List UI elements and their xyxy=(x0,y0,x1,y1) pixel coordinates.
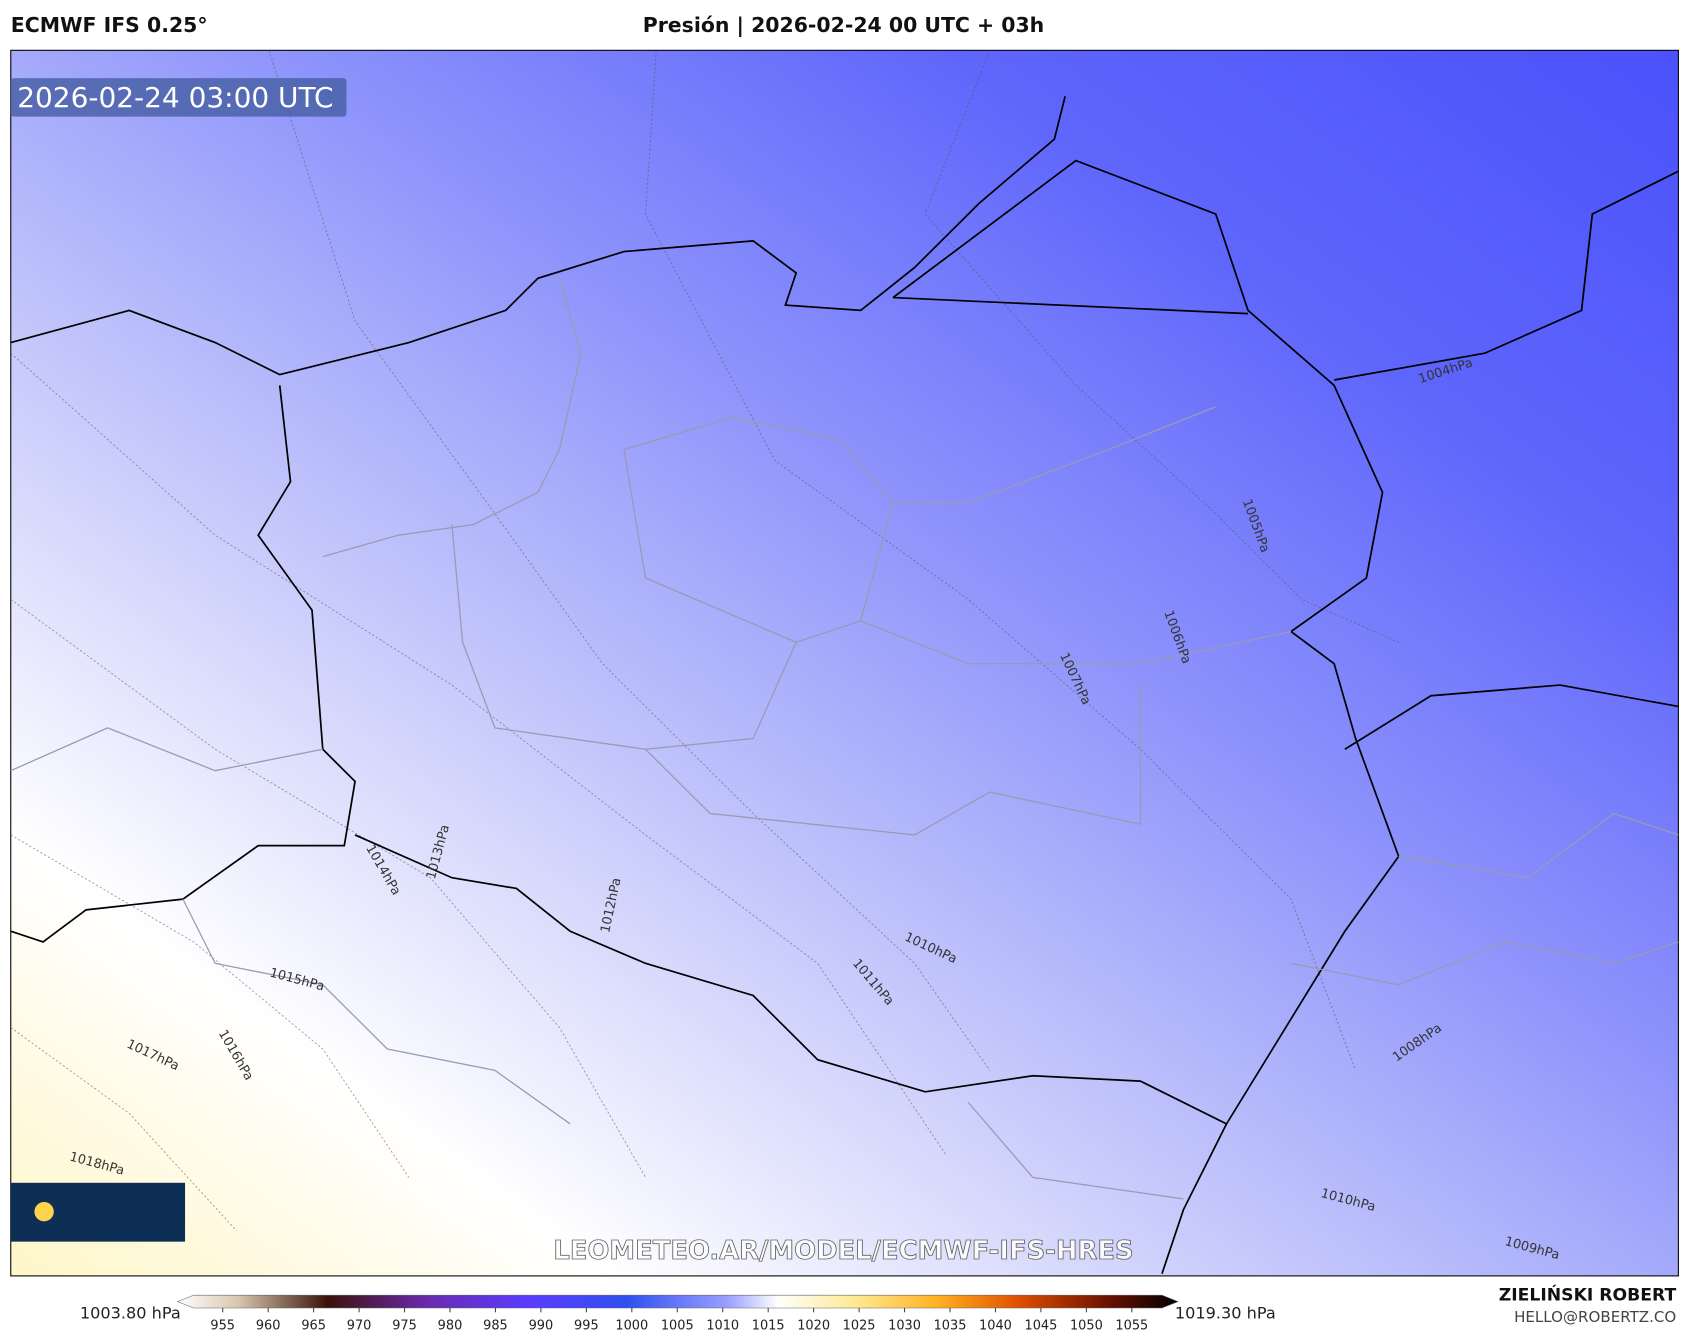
watermark: LEOMETEO.AR/MODEL/ECMWF-IFS-HRES xyxy=(553,1236,1133,1266)
email: HELLO@ROBERTZ.CO xyxy=(1514,1308,1676,1326)
colorbar-tick-label: 980 xyxy=(438,1318,463,1333)
colorbar-tick-label: 970 xyxy=(347,1318,372,1333)
colorbar-tick-label: 990 xyxy=(529,1318,554,1333)
colorbar-tick-label: 995 xyxy=(574,1318,599,1333)
colorbar-tick-label: 1020 xyxy=(797,1318,830,1333)
colorbar-tick-label: 985 xyxy=(483,1318,508,1333)
map: 2026-02-24 03:00 UTC LEOMETEO.AR/MODEL/E… xyxy=(10,49,1679,1277)
colorbar-tick-label: 975 xyxy=(392,1318,417,1333)
colorbar-tick-label: 1025 xyxy=(843,1318,876,1333)
coastline xyxy=(10,96,1679,1275)
colorbar-gradient xyxy=(176,1294,1179,1309)
colorbar: 1003.80 hPa 1019.30 hPa 955 960 965 970 975 9… xyxy=(80,1294,1276,1333)
map-field xyxy=(10,49,1679,1277)
author: ZIELIŃSKI ROBERT xyxy=(1499,1284,1677,1306)
timestamp-box xyxy=(10,78,347,117)
colorbar-tick-label: 1005 xyxy=(661,1318,694,1333)
colorbar-max: 1019.30 hPa xyxy=(1175,1304,1276,1323)
colorbar-tick-label: 1010 xyxy=(706,1318,739,1333)
colorbar-tick-label: 1055 xyxy=(1115,1318,1148,1333)
timestamp: 2026-02-24 03:00 UTC xyxy=(17,81,333,114)
colorbar-tick-label: 960 xyxy=(256,1318,281,1333)
regional-borders xyxy=(10,278,1679,1200)
colorbar-tick-label: 1015 xyxy=(752,1318,785,1333)
colorbar-tick-label: 955 xyxy=(210,1318,235,1333)
colorbar-tick-label: 1035 xyxy=(934,1318,967,1333)
colorbar-tick-label: 1000 xyxy=(615,1318,648,1333)
colorbar-tick-label: 1030 xyxy=(888,1318,921,1333)
logo-sun xyxy=(34,1202,54,1222)
map-title: Presión | 2026-02-24 00 UTC + 03h xyxy=(643,13,1044,38)
colorbar-tick-label: 965 xyxy=(301,1318,326,1333)
colorbar-tick-label: 1040 xyxy=(979,1318,1012,1333)
colorbar-min: 1003.80 hPa xyxy=(80,1304,181,1323)
isobars xyxy=(10,50,1399,1232)
colorbar-tick-label: 1050 xyxy=(1070,1318,1103,1333)
model-title: ECMWF IFS 0.25° xyxy=(11,13,208,37)
colorbar-tick-label: 1045 xyxy=(1025,1318,1058,1333)
